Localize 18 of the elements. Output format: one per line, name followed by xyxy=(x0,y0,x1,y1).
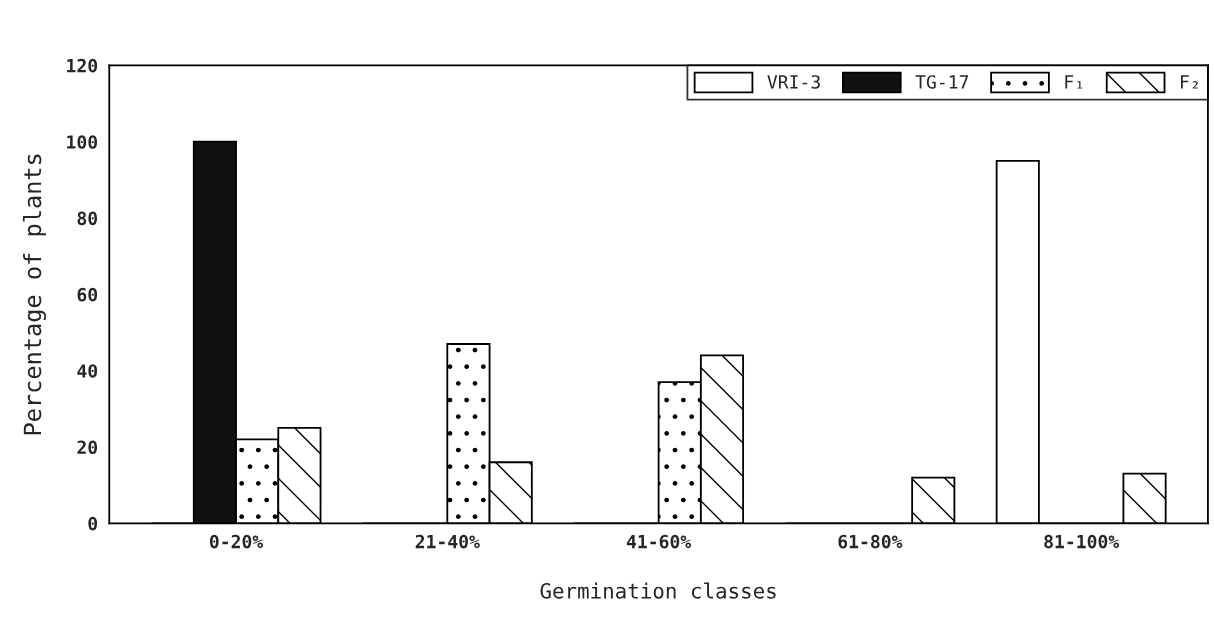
x-tick-label: 21-40% xyxy=(415,534,480,549)
x-axis-title: Germination classes xyxy=(540,582,776,599)
y-tick-label: 40 xyxy=(77,364,98,378)
x-tick-label: 61-80% xyxy=(838,534,903,549)
y-tick-label: 20 xyxy=(77,440,98,455)
y-tick-label: 100 xyxy=(67,135,98,149)
legend-label: VRI-3 xyxy=(767,75,820,89)
x-tick-label: 0-20% xyxy=(209,534,264,549)
legend-label: F₂ xyxy=(1181,75,1198,89)
y-tick-label: 80 xyxy=(77,211,98,226)
legend-label: TG-17 xyxy=(915,75,969,89)
y-tick-label: 60 xyxy=(77,287,98,302)
legend-label: F₁ xyxy=(1065,75,1083,89)
x-tick-label: 41-60% xyxy=(626,534,692,549)
y-tick-label: 120 xyxy=(67,58,98,73)
x-tick-label: 81-100% xyxy=(1044,534,1120,549)
y-tick-label: 0 xyxy=(88,516,98,531)
y-axis-title: Percentage of plants xyxy=(22,154,47,435)
